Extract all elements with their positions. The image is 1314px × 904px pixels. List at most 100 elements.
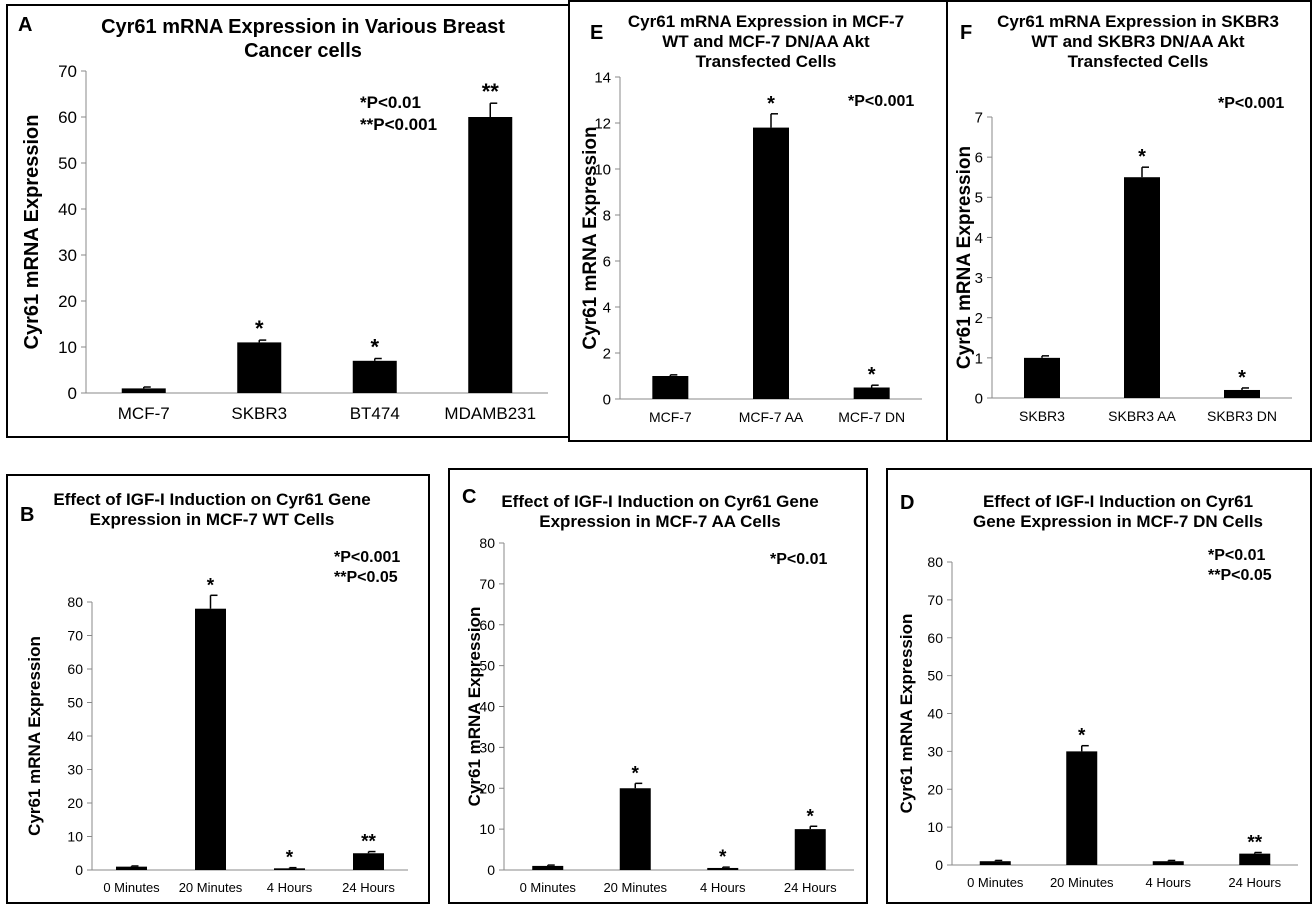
bar <box>1152 861 1184 865</box>
significance-mark: * <box>370 335 379 360</box>
significance-mark: * <box>1138 146 1146 168</box>
bar <box>753 127 789 399</box>
x-tick-label: SKBR3 <box>231 404 287 423</box>
y-tick-label: 0 <box>68 384 77 403</box>
bar <box>652 376 689 399</box>
y-tick-label: 0 <box>975 390 983 407</box>
significance-note: *P<0.01 <box>770 551 828 568</box>
bar <box>121 388 166 393</box>
significance-mark: * <box>1078 726 1086 747</box>
x-tick-label: MDAMB231 <box>444 404 536 423</box>
y-tick-label: 40 <box>927 706 943 722</box>
y-tick-label: 10 <box>67 829 83 845</box>
significance-mark: ** <box>1247 833 1262 854</box>
y-tick-label: 20 <box>67 795 83 811</box>
bar <box>853 387 890 399</box>
chart-title: Effect of IGF-I Induction on Cyr61 Gene … <box>972 492 1263 532</box>
y-tick-label: 80 <box>67 594 83 610</box>
y-tick-label: 70 <box>479 576 495 592</box>
bar <box>979 861 1011 865</box>
y-tick-label: 60 <box>479 617 495 633</box>
significance-note: *P<0.01 **P<0.05 <box>1208 547 1272 585</box>
panel-letter: B <box>20 504 35 526</box>
significance-mark: * <box>767 93 775 115</box>
panel-a: A Cyr61 mRNA Expression in Various Breas… <box>6 4 581 438</box>
y-tick-label: 5 <box>975 190 983 207</box>
y-tick-label: 10 <box>594 161 611 178</box>
bar-chart-b: 0 10 20 30 40 50 60 70 80 Cyr61 mRNA Expression 0 … <box>25 575 408 895</box>
panel-letter: A <box>18 14 33 36</box>
bar <box>352 360 397 393</box>
y-tick-label: 6 <box>603 253 611 270</box>
x-tick-label: 0 Minutes <box>103 880 160 895</box>
bar <box>237 342 282 393</box>
significance-mark: ** <box>361 832 376 853</box>
y-tick-label: 2 <box>603 345 611 362</box>
bar <box>195 608 226 870</box>
y-tick-label: 60 <box>58 108 77 127</box>
bar-chart-a: 0 10 20 30 40 50 60 70 Cyr61 mRNA Expression MCF-… <box>21 62 548 423</box>
x-tick-label: 4 Hours <box>700 880 746 895</box>
x-tick-label: 4 Hours <box>1145 875 1191 890</box>
chart-title: Effect of IGF-I Induction on Cyr61 Gene … <box>501 492 819 532</box>
y-tick-label: 30 <box>58 246 77 265</box>
y-tick-label: 40 <box>58 200 77 219</box>
panel-f: F Cyr61 mRNA Expression in SKBR3 WT and … <box>946 0 1312 442</box>
y-tick-label: 0 <box>603 391 611 408</box>
y-tick-label: 4 <box>975 230 983 247</box>
x-tick-label: 24 Hours <box>784 880 837 895</box>
significance-mark: * <box>632 763 640 784</box>
panel-e: E Cyr61 mRNA Expression in MCF-7 WT and … <box>568 0 950 442</box>
significance-note: *P<0.001 <box>848 93 915 110</box>
y-tick-label: 50 <box>58 154 77 173</box>
significance-mark: * <box>868 364 876 386</box>
y-tick-label: 8 <box>603 207 611 224</box>
chart-title: Cyr61 mRNA Expression in Various Breast … <box>101 16 505 62</box>
bar <box>532 865 564 870</box>
chart-title: Effect of IGF-I Induction on Cyr61 Gene … <box>53 490 371 530</box>
y-tick-label: 70 <box>58 62 77 81</box>
significance-mark: ** <box>482 79 500 104</box>
x-tick-label: SKBR3 <box>1019 408 1065 424</box>
bar <box>468 117 513 393</box>
x-tick-label: BT474 <box>350 404 400 423</box>
x-tick-label: 20 Minutes <box>1050 875 1114 890</box>
y-tick-label: 6 <box>975 150 983 167</box>
significance-mark: * <box>286 848 294 869</box>
x-tick-label: 0 Minutes <box>967 875 1024 890</box>
y-tick-label: 12 <box>594 115 611 132</box>
y-axis-title: Cyr61 mRNA Expression <box>580 126 601 349</box>
y-tick-label: 20 <box>927 781 943 797</box>
x-tick-label: 4 Hours <box>267 880 313 895</box>
panel-letter: E <box>590 22 604 44</box>
y-tick-label: 50 <box>67 695 83 711</box>
y-tick-label: 80 <box>927 554 943 570</box>
significance-note: *P<0.001 **P<0.05 <box>334 549 401 587</box>
y-tick-label: 40 <box>479 699 495 715</box>
y-tick-label: 60 <box>67 661 83 677</box>
y-tick-label: 30 <box>927 743 943 759</box>
y-tick-label: 20 <box>58 292 77 311</box>
x-tick-label: 20 Minutes <box>603 880 667 895</box>
significance-mark: * <box>1238 367 1246 389</box>
x-tick-label: MCF-7 AA <box>739 409 804 425</box>
significance-note: *P<0.01 **P<0.001 <box>360 93 438 134</box>
bar-chart-f: 0 1 2 3 4 5 6 7 Cyr61 mRNA Expression SKBR3 * SKBR3… <box>954 109 1292 424</box>
significance-mark: * <box>207 575 215 596</box>
y-tick-label: 10 <box>479 821 495 837</box>
x-tick-label: 0 Minutes <box>520 880 577 895</box>
bar <box>1066 751 1098 865</box>
y-tick-label: 40 <box>67 728 83 744</box>
y-tick-label: 30 <box>479 739 495 755</box>
y-tick-label: 2 <box>975 310 983 327</box>
significance-mark: * <box>719 847 727 868</box>
chart-title: Cyr61 mRNA Expression in SKBR3 WT and SK… <box>997 12 1279 72</box>
y-tick-label: 4 <box>603 299 611 316</box>
x-tick-label: MCF-7 <box>649 409 692 425</box>
bar-chart-d: 0 10 20 30 40 50 60 70 80 Cyr61 mRNA Expression 0 … <box>897 554 1298 890</box>
panel-b: B Effect of IGF-I Induction on Cyr61 Gen… <box>6 474 430 904</box>
panel-c: C Effect of IGF-I Induction on Cyr61 Gen… <box>448 468 868 904</box>
bar <box>1124 177 1160 398</box>
y-axis-title: Cyr61 mRNA Expression <box>954 146 975 369</box>
bar <box>1024 357 1060 398</box>
